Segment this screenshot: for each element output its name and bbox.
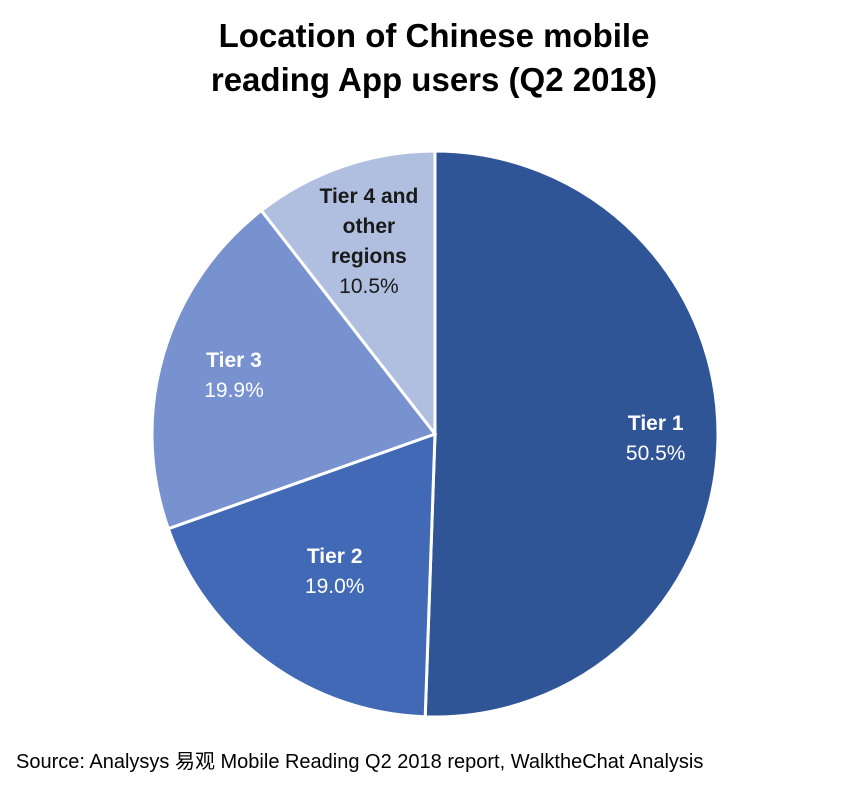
slice-name: regions (331, 245, 407, 268)
slice-value: 19.9% (204, 379, 264, 402)
slice-name: Tier 1 (628, 412, 684, 435)
slice-label-2: Tier 2 19.0% (305, 545, 365, 598)
chart-title-line-2: reading App users (Q2 2018) (210, 61, 658, 98)
slice-label-1: Tier 1 50.5% (626, 412, 686, 465)
slice-name: Tier 2 (307, 545, 363, 568)
pie-slice-4 (259, 149, 437, 439)
chart-title-line-1: Location of Chinese mobile (218, 17, 650, 54)
slice-name: Tier 4 and (320, 185, 419, 208)
pie-slice-2 (166, 431, 437, 719)
pie-slice-1 (423, 149, 720, 719)
pie-slice-3 (150, 208, 438, 531)
slice-value: 19.0% (305, 575, 365, 598)
slice-value: 50.5% (626, 442, 686, 465)
slice-value: 10.5% (339, 275, 399, 298)
slice-name: other (343, 215, 396, 238)
slice-label-4: Tier 4 and other regions 10.5% (320, 185, 419, 298)
source-note: Source: Analysys 易观 Mobile Reading Q2 20… (16, 751, 704, 773)
chart-title: Location of Chinese mobile reading App u… (0, 14, 868, 102)
slice-name: Tier 3 (206, 349, 262, 372)
slice-label-3: Tier 3 19.9% (204, 349, 264, 402)
